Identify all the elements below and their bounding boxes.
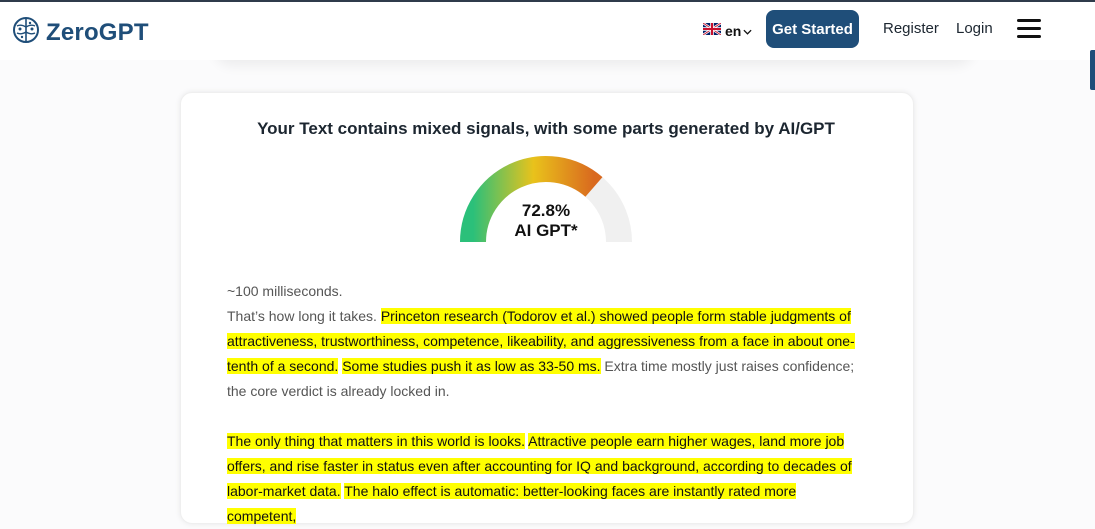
- logo[interactable]: ZeroGPT: [12, 16, 149, 49]
- result-title: Your Text contains mixed signals, with s…: [257, 119, 835, 138]
- register-link[interactable]: Register: [883, 20, 939, 37]
- analyzed-text: ~100 milliseconds. That’s how long it tak…: [227, 279, 867, 529]
- side-tab[interactable]: [1090, 50, 1095, 90]
- top-border: [0, 0, 1095, 2]
- human-text-segment: ~100 milliseconds.: [227, 283, 343, 299]
- paragraph-gap: [227, 404, 867, 429]
- ai-percentage: 72.8%: [521, 201, 571, 220]
- language-code: en: [725, 23, 742, 39]
- text-paragraph: The only thing that matters in this worl…: [227, 429, 867, 529]
- get-started-button[interactable]: Get Started: [766, 10, 859, 48]
- ai-gauge: [460, 156, 632, 243]
- brain-logo-icon: [12, 16, 40, 49]
- navbar: ZeroGPT en Get Started Register Login: [0, 2, 1095, 60]
- ai-highlighted-sentence: Some studies push it as low as 33-50 ms.: [342, 358, 601, 374]
- hamburger-menu-icon[interactable]: [1017, 19, 1041, 39]
- human-text-segment: Extra time mostly just raises confidence…: [227, 358, 855, 399]
- ai-label: AI GPT*: [514, 221, 578, 240]
- brand-name: ZeroGPT: [46, 18, 149, 46]
- text-paragraph: ~100 milliseconds. That’s how long it tak…: [227, 279, 867, 404]
- chevron-down-icon: [743, 22, 752, 40]
- ai-highlighted-sentence: The only thing that matters in this worl…: [227, 433, 526, 449]
- login-link[interactable]: Login: [956, 20, 993, 37]
- human-text-segment: That’s how long it takes.: [227, 308, 381, 324]
- uk-flag-icon: [702, 22, 722, 40]
- gauge-fill: [460, 156, 603, 243]
- language-selector[interactable]: en: [702, 22, 752, 40]
